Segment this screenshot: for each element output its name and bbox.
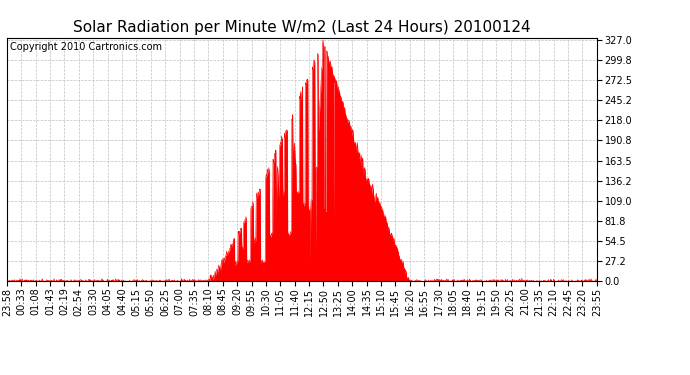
Text: Copyright 2010 Cartronics.com: Copyright 2010 Cartronics.com xyxy=(10,42,162,52)
Title: Solar Radiation per Minute W/m2 (Last 24 Hours) 20100124: Solar Radiation per Minute W/m2 (Last 24… xyxy=(73,20,531,35)
